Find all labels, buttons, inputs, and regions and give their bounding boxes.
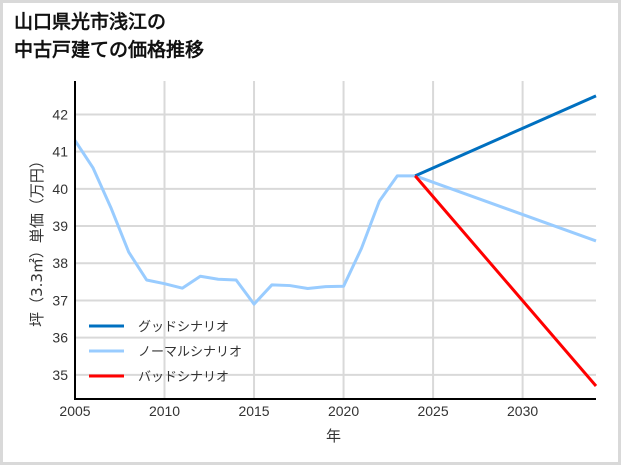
y-tick-label: 39 bbox=[52, 218, 68, 234]
legend-label: ノーマルシナリオ bbox=[138, 345, 242, 360]
axes bbox=[74, 81, 596, 400]
legend-label: バッドシナリオ bbox=[138, 370, 229, 385]
x-tick-label: 2025 bbox=[417, 403, 448, 419]
chart-title-line-2: 中古戸建ての価格推移 bbox=[14, 39, 205, 61]
y-tick-label: 35 bbox=[52, 367, 68, 383]
y-axis-label: 坪（3.3㎡）単価（万円） bbox=[28, 153, 46, 327]
y-tick-label: 38 bbox=[52, 255, 68, 271]
legend-label: グッドシナリオ bbox=[138, 320, 229, 335]
x-axis-label: 年 bbox=[326, 427, 341, 445]
y-tick-label: 41 bbox=[52, 144, 68, 160]
chart-title-line-1: 山口県光市浅江の bbox=[14, 11, 167, 33]
data-lines bbox=[73, 94, 598, 387]
y-tick-label: 42 bbox=[52, 106, 68, 122]
x-tick-label: 2015 bbox=[238, 403, 269, 419]
series-line bbox=[414, 174, 598, 387]
series-line bbox=[414, 94, 597, 178]
y-tick-label: 37 bbox=[52, 292, 68, 308]
tick-labels: 35 36 37 38 39 40 41 42 2005 2010 2015 2020 2025 2030 bbox=[52, 106, 538, 419]
grid-lines bbox=[75, 81, 596, 399]
y-tick-label: 40 bbox=[52, 181, 68, 197]
x-tick-label: 2020 bbox=[328, 403, 359, 419]
x-tick-label: 2030 bbox=[507, 403, 538, 419]
x-tick-label: 2010 bbox=[149, 403, 180, 419]
y-tick-label: 36 bbox=[52, 330, 68, 346]
series-line bbox=[73, 139, 597, 306]
x-tick-label: 2005 bbox=[59, 403, 90, 419]
chart-title: 山口県光市浅江の 中古戸建ての価格推移 bbox=[14, 8, 204, 64]
